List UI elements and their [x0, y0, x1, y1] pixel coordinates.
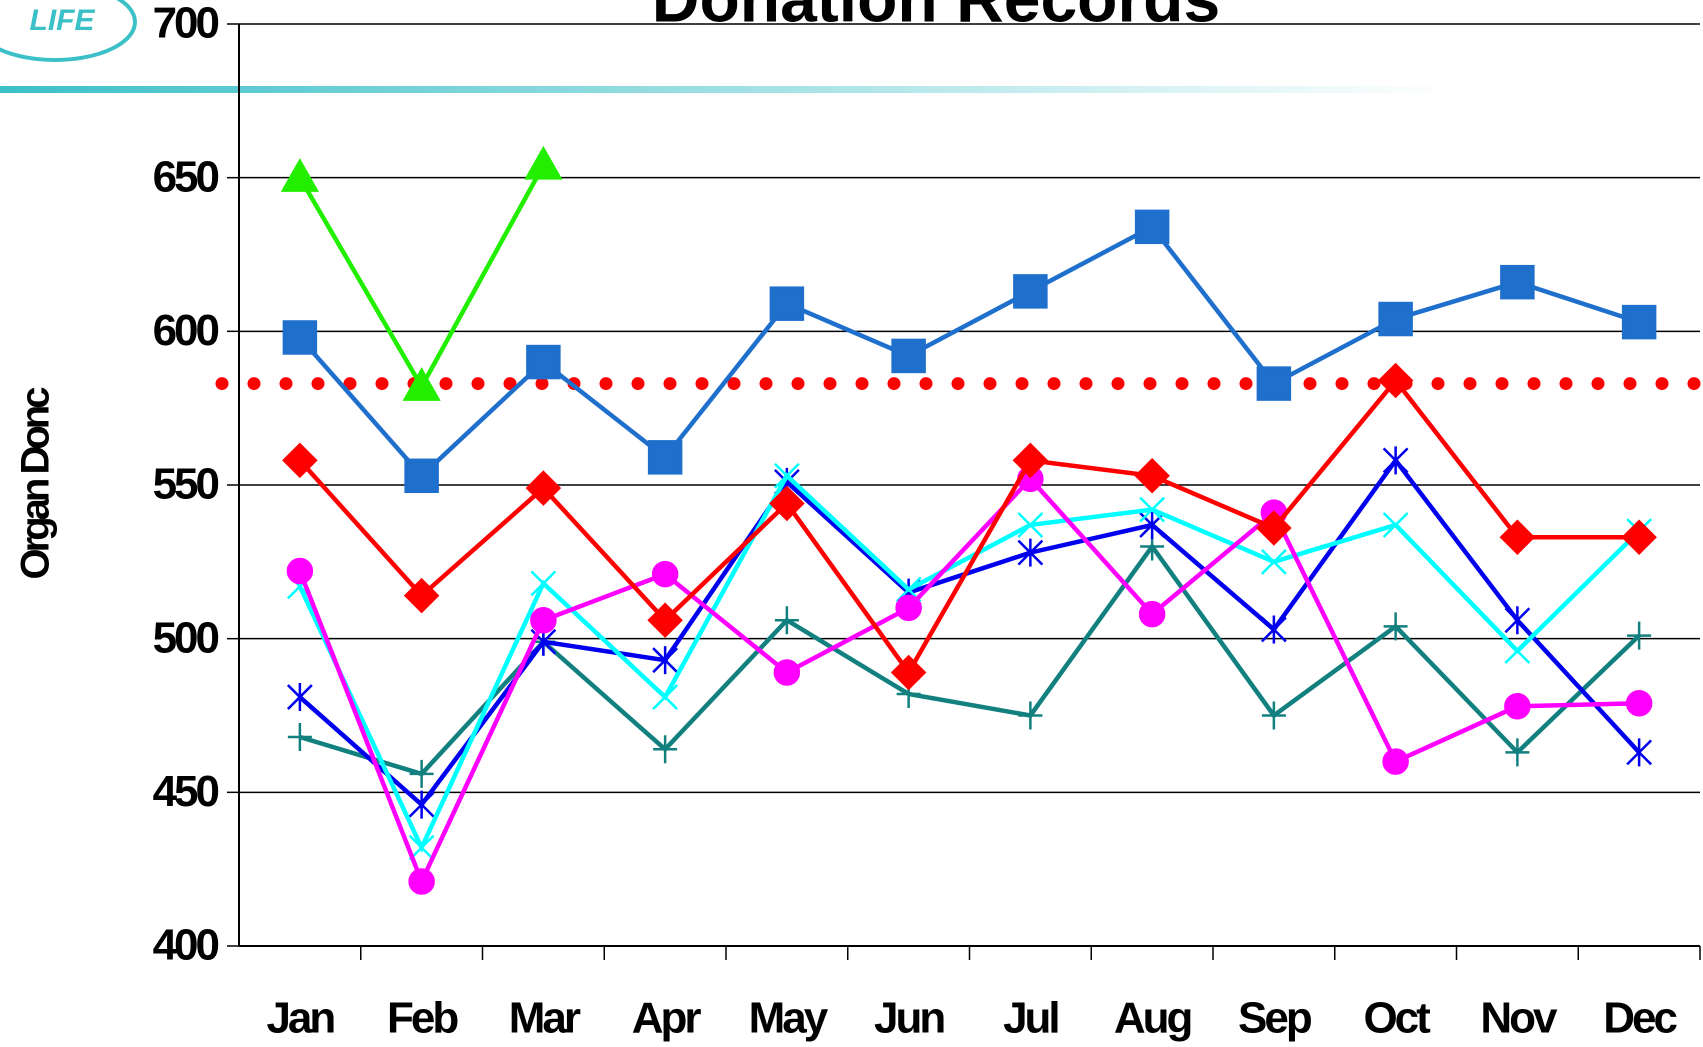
marker	[647, 602, 683, 638]
marker	[526, 344, 561, 380]
marker	[408, 868, 435, 895]
series-line	[297, 475, 1640, 888]
y-tick-label: 550	[153, 460, 219, 509]
marker	[1256, 366, 1292, 401]
marker	[525, 470, 562, 506]
marker	[1139, 496, 1166, 523]
marker	[891, 338, 926, 374]
marker	[1504, 693, 1531, 720]
y-tick-label: 600	[153, 306, 219, 355]
x-tick-label: Apr	[632, 994, 702, 1043]
series-line	[298, 456, 1641, 808]
marker	[1138, 600, 1166, 628]
marker	[530, 570, 557, 597]
marker	[1013, 274, 1048, 309]
marker	[1625, 689, 1653, 717]
logo-badge	[0, 0, 137, 62]
marker	[1018, 701, 1043, 730]
marker	[287, 723, 312, 752]
marker	[1377, 362, 1414, 399]
x-tick-label: Dec	[1603, 994, 1677, 1043]
marker	[1134, 209, 1170, 245]
marker	[1627, 621, 1652, 650]
x-tick-label: Jun	[874, 994, 944, 1043]
marker	[286, 683, 313, 712]
marker	[773, 659, 801, 686]
marker	[1017, 538, 1044, 567]
chart-title: Donation Records	[652, 0, 1220, 35]
marker	[286, 557, 314, 585]
marker	[1261, 701, 1286, 730]
marker	[1382, 512, 1409, 538]
marker	[1621, 304, 1657, 340]
decor-bar	[0, 86, 1450, 93]
marker	[1256, 510, 1292, 546]
x-tick-label: Feb	[387, 994, 458, 1043]
marker	[524, 145, 563, 180]
marker	[280, 158, 320, 192]
marker	[530, 606, 557, 634]
x-tick-label: May	[749, 994, 829, 1043]
marker	[1012, 442, 1049, 479]
marker	[647, 440, 683, 475]
marker	[774, 606, 799, 635]
x-tick-label: Sep	[1238, 994, 1312, 1043]
marker	[1504, 638, 1531, 664]
series-line	[298, 376, 1640, 677]
y-tick-label: 500	[153, 613, 219, 662]
marker	[1382, 446, 1409, 475]
marker	[773, 462, 800, 489]
marker	[769, 485, 805, 522]
logo-text: LIFE	[30, 4, 96, 37]
marker	[1134, 458, 1170, 494]
y-axis-label: Organ Donc	[14, 387, 58, 580]
marker	[402, 367, 441, 401]
marker	[408, 790, 435, 819]
x-tick-label: Mar	[509, 994, 581, 1043]
x-tick-label: Aug	[1114, 994, 1191, 1043]
marker	[1017, 512, 1044, 538]
x-tick-label: Nov	[1480, 994, 1558, 1043]
marker	[1626, 738, 1653, 767]
marker	[1383, 612, 1408, 641]
marker	[1260, 615, 1287, 644]
x-tick-label: Jan	[266, 994, 334, 1043]
marker	[1621, 519, 1657, 556]
marker	[895, 594, 922, 622]
series-line	[297, 472, 1641, 854]
marker	[653, 735, 678, 764]
marker	[1260, 548, 1287, 575]
y-tick-label: 650	[153, 152, 219, 201]
marker	[652, 684, 679, 710]
marker	[1504, 606, 1531, 635]
marker	[651, 560, 679, 588]
marker	[652, 646, 679, 675]
marker	[1500, 264, 1535, 300]
series-line	[298, 223, 1640, 480]
marker	[890, 654, 927, 691]
x-tick-label: Jul	[1003, 994, 1058, 1043]
marker	[1378, 301, 1413, 337]
y-tick-label: 400	[153, 921, 219, 970]
marker	[404, 458, 439, 494]
marker	[1382, 748, 1409, 775]
marker	[282, 442, 318, 479]
marker	[1499, 519, 1536, 556]
marker	[409, 759, 434, 788]
x-tick-label: Oct	[1363, 994, 1431, 1043]
y-tick-label: 700	[153, 0, 219, 48]
y-tick-label: 450	[153, 767, 219, 816]
marker	[769, 286, 805, 321]
marker	[282, 320, 318, 355]
marker	[403, 577, 440, 614]
marker	[1505, 738, 1530, 767]
series-line	[297, 164, 546, 392]
